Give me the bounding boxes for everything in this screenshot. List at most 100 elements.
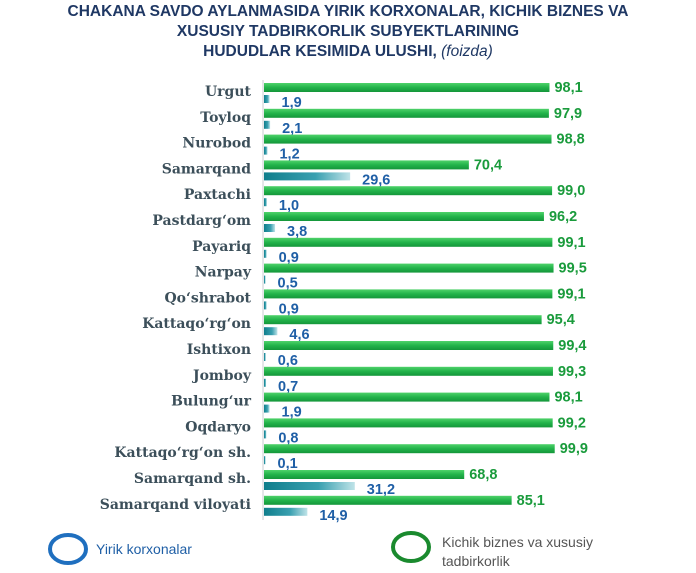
title-line-2: XUSUSIY TADBIRKORLIK SUBYEKTLARINING <box>176 23 520 40</box>
bar-yirik-korxonalar <box>264 249 267 258</box>
category-label: Paxtachi <box>184 187 251 203</box>
bar-kichik-biznes <box>264 418 553 428</box>
bar-kichik-biznes <box>264 212 544 221</box>
bar-yirik-korxonalar <box>264 301 267 310</box>
data-label-kichik-biznes: 99,5 <box>559 261 587 277</box>
data-label-kichik-biznes: 99,2 <box>558 415 586 431</box>
data-label-kichik-biznes: 99,1 <box>557 286 585 302</box>
legend-item-yirik: Yirik korxonalar <box>48 533 192 565</box>
category-label: Pastdarg‘om <box>152 213 251 229</box>
bar-yirik-korxonalar <box>264 507 308 516</box>
bar-yirik-korxonalar <box>264 353 266 361</box>
data-label-kichik-biznes: 98,1 <box>554 80 582 96</box>
data-label-kichik-biznes: 68,8 <box>469 467 497 483</box>
data-label-yirik-korxonalar: 1,9 <box>282 405 302 421</box>
legend: Yirik korxonalar Kichik biznes va xususi… <box>48 531 593 569</box>
bar-yirik-korxonalar <box>264 120 271 129</box>
data-label-yirik-korxonalar: 0,9 <box>279 301 299 317</box>
bar-yirik-korxonalar <box>264 430 267 439</box>
data-label-yirik-korxonalar: 1,9 <box>282 95 302 111</box>
data-label-yirik-korxonalar: 0,1 <box>278 456 298 472</box>
legend-label-kichik-line-1: Kichik biznes va xususiy <box>442 534 593 550</box>
bar-yirik-korxonalar <box>264 482 355 490</box>
data-label-yirik-korxonalar: 0,9 <box>279 250 299 266</box>
bar-kichik-biznes <box>264 392 550 402</box>
data-label-yirik-korxonalar: 0,5 <box>278 276 298 292</box>
data-label-yirik-korxonalar: 1,2 <box>279 147 299 163</box>
bar-kichik-biznes <box>264 495 512 505</box>
title-line-3: HUDUDLAR KESIMIDA ULUSHI, (foizda) <box>0 42 696 62</box>
category-label: Kattaqo‘rg‘on sh. <box>114 445 251 461</box>
bar-kichik-biznes <box>264 366 553 376</box>
category-label: Ishtixon <box>187 342 251 358</box>
data-label-yirik-korxonalar: 14,9 <box>319 508 347 524</box>
category-label: Toyloq <box>200 110 251 126</box>
category-label: Nurobod <box>182 136 251 152</box>
bar-yirik-korxonalar <box>264 198 267 207</box>
data-label-kichik-biznes: 97,9 <box>554 106 582 122</box>
category-label: Kattaqo‘rg‘on <box>142 316 251 332</box>
data-label-kichik-biznes: 98,1 <box>554 390 582 406</box>
data-label-kichik-biznes: 96,2 <box>549 209 577 225</box>
bar-yirik-korxonalar <box>264 404 270 413</box>
legend-label-kichik-line-2: tadbirkorlik <box>442 553 511 569</box>
bar-yirik-korxonalar <box>264 146 268 155</box>
bar-kichik-biznes <box>264 315 542 325</box>
data-label-yirik-korxonalar: 0,7 <box>278 379 298 395</box>
legend-item-kichik: Kichik biznes va xususiy tadbirkorlik <box>391 531 593 569</box>
data-label-yirik-korxonalar: 0,8 <box>278 430 298 446</box>
data-label-kichik-biznes: 95,4 <box>547 312 575 328</box>
bar-yirik-korxonalar <box>264 327 278 336</box>
data-label-yirik-korxonalar: 3,8 <box>287 224 307 240</box>
bar-yirik-korxonalar <box>264 456 266 465</box>
data-label-kichik-biznes: 99,4 <box>558 338 586 354</box>
bar-kichik-biznes <box>264 160 469 170</box>
bar-kichik-biznes <box>264 237 553 247</box>
chart-title: CHAKANA SAVDO AYLANMASIDA YIRIK KORXONAL… <box>0 2 696 62</box>
category-label: Qo‘shrabot <box>164 290 251 306</box>
category-label: Jomboy <box>191 368 252 384</box>
data-label-yirik-korxonalar: 0,6 <box>278 353 298 369</box>
data-label-yirik-korxonalar: 31,2 <box>367 482 395 498</box>
category-label: Payariq <box>192 239 251 255</box>
category-label: Oqdaryo <box>185 419 251 435</box>
category-label: Samarqand <box>162 161 251 177</box>
data-label-kichik-biznes: 70,4 <box>474 157 502 173</box>
category-label: Samarqand sh. <box>134 471 251 487</box>
data-label-kichik-biznes: 99,1 <box>557 235 585 251</box>
legend-label-yirik: Yirik korxonalar <box>96 541 192 557</box>
bar-kichik-biznes <box>264 263 554 273</box>
data-label-yirik-korxonalar: 4,6 <box>289 327 309 343</box>
bar-kichik-biznes <box>264 108 549 118</box>
bar-yirik-korxonalar <box>264 172 351 181</box>
data-label-yirik-korxonalar: 1,0 <box>279 198 299 214</box>
bar-yirik-korxonalar <box>264 95 270 103</box>
title-line-3-text: HUDUDLAR KESIMIDA ULUSHI, <box>203 43 437 60</box>
bar-kichik-biznes <box>264 83 550 92</box>
category-label: Narpay <box>195 265 252 281</box>
title-unit: (foizda) <box>441 43 493 60</box>
bar-kichik-biznes <box>264 289 553 299</box>
title-line-1: CHAKANA SAVDO AYLANMASIDA YIRIK KORXONAL… <box>67 3 629 20</box>
bar-kichik-biznes <box>264 444 555 454</box>
bar-yirik-korxonalar <box>264 378 267 387</box>
bar-kichik-biznes <box>264 134 552 144</box>
legend-swatch-kichik <box>391 531 431 563</box>
bar-yirik-korxonalar <box>264 275 266 284</box>
data-label-kichik-biznes: 98,8 <box>557 132 585 148</box>
data-label-kichik-biznes: 99,0 <box>557 183 585 199</box>
category-label: Urgut <box>205 84 252 100</box>
bar-kichik-biznes <box>264 341 554 350</box>
data-label-kichik-biznes: 85,1 <box>517 493 545 509</box>
bar-kichik-biznes <box>264 186 553 196</box>
data-label-kichik-biznes: 99,3 <box>558 364 586 380</box>
bar-kichik-biznes <box>264 470 465 479</box>
data-label-yirik-korxonalar: 29,6 <box>362 172 390 188</box>
data-label-yirik-korxonalar: 2,1 <box>282 121 302 137</box>
category-label: Bulung‘ur <box>171 394 252 410</box>
category-label: Samarqand viloyati <box>100 497 251 513</box>
legend-swatch-yirik <box>48 533 88 565</box>
bar-yirik-korxonalar <box>264 224 276 232</box>
data-label-kichik-biznes: 99,9 <box>560 441 588 457</box>
